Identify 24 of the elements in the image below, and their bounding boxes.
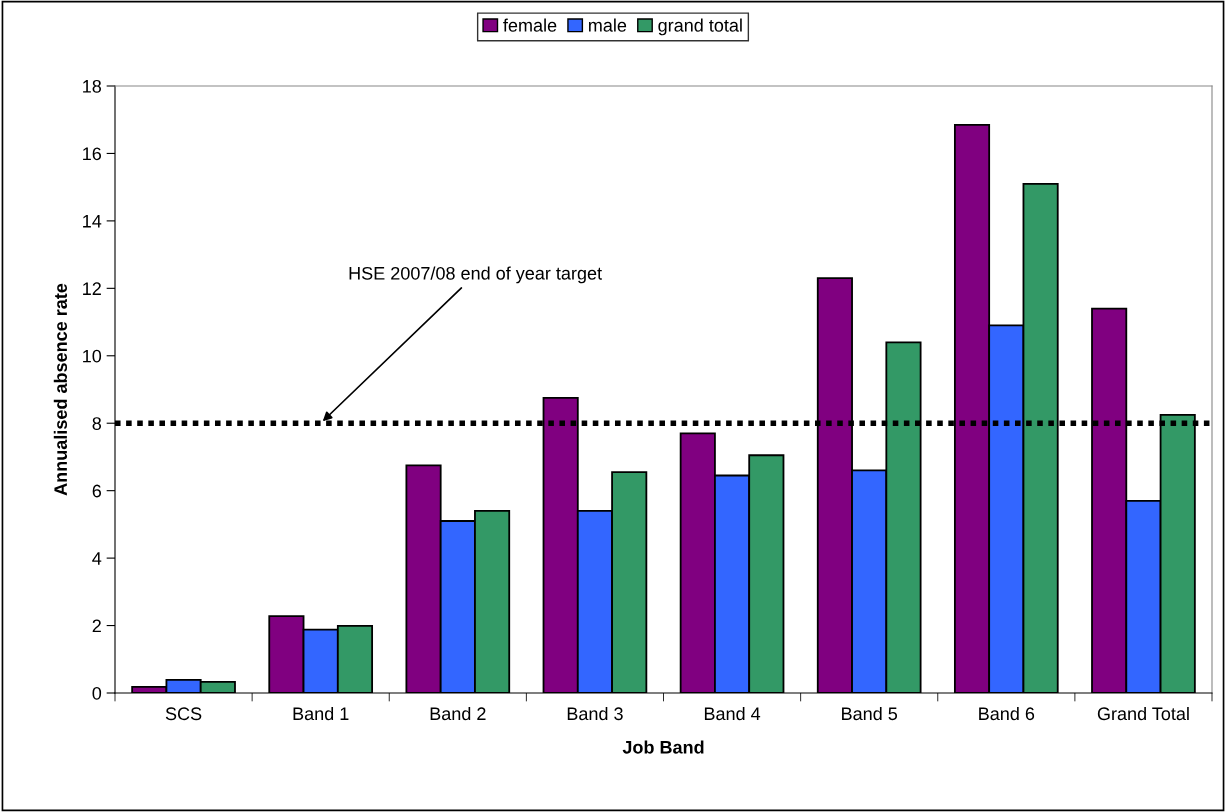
y-tick-label: 16: [83, 147, 102, 161]
y-tick-label: 8: [92, 417, 102, 430]
y-tick-label: 12: [83, 282, 101, 295]
x-tick-label: Band 3: [567, 706, 623, 721]
y-axis-title: Annualised absence rate: [53, 283, 68, 496]
y-tick-label: 14: [83, 215, 102, 228]
x-tick-label: Band 4: [704, 706, 761, 721]
y-tick-label: 2: [92, 619, 101, 633]
x-tick-label: Band 1: [293, 706, 349, 721]
y-tick-label: 4: [92, 552, 102, 565]
x-tick-label: Band 2: [430, 706, 486, 721]
y-tick-label: 18: [83, 79, 102, 93]
y-tick-label: 10: [83, 349, 102, 363]
x-tick-label: Band 6: [979, 706, 1035, 721]
legend-label: grand total: [658, 18, 742, 36]
y-tick-label: 0: [92, 686, 102, 700]
annotation: HSE 2007/08 end of year target: [349, 266, 602, 284]
x-axis-title: Job Band: [622, 740, 704, 754]
y-tick-label: 6: [92, 484, 102, 498]
legend-label: male: [589, 18, 627, 32]
x-tick-label: SCS: [165, 707, 202, 721]
x-tick-label: Band 5: [842, 706, 898, 721]
legend-label: female: [503, 18, 557, 32]
x-tick-label: Grand Total: [1097, 706, 1189, 721]
